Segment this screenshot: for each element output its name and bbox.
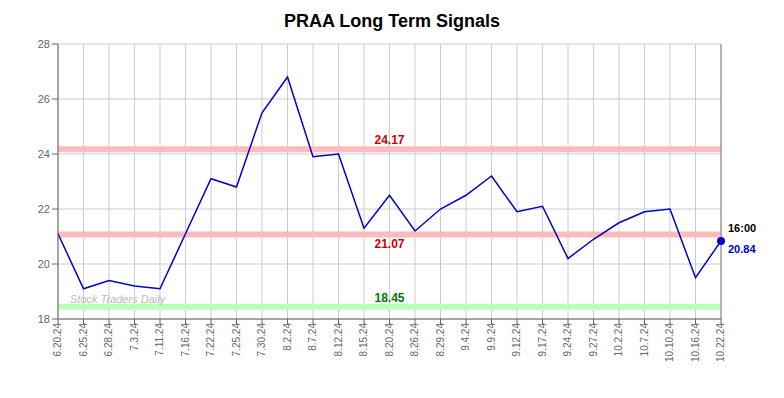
- svg-text:28: 28: [38, 38, 50, 50]
- svg-text:9.4.24: 9.4.24: [460, 323, 471, 351]
- svg-text:7.22.24: 7.22.24: [205, 323, 216, 357]
- svg-text:18: 18: [38, 313, 50, 325]
- svg-text:24: 24: [38, 148, 50, 160]
- svg-text:9.9.24: 9.9.24: [486, 323, 497, 351]
- svg-text:7.16.24: 7.16.24: [180, 323, 191, 357]
- svg-text:10.22.24: 10.22.24: [715, 323, 726, 362]
- svg-text:8.26.24: 8.26.24: [409, 323, 420, 357]
- svg-text:22: 22: [38, 203, 50, 215]
- svg-text:7.30.24: 7.30.24: [256, 323, 267, 357]
- svg-text:6.28.24: 6.28.24: [103, 323, 114, 357]
- svg-text:8.20.24: 8.20.24: [384, 323, 395, 357]
- svg-text:18.45: 18.45: [374, 291, 404, 305]
- svg-text:9.27.24: 9.27.24: [588, 323, 599, 357]
- svg-text:10.7.24: 10.7.24: [639, 323, 650, 357]
- svg-text:9.17.24: 9.17.24: [537, 323, 548, 357]
- svg-text:6.20.24: 6.20.24: [52, 323, 63, 357]
- svg-text:8.29.24: 8.29.24: [435, 323, 446, 357]
- svg-text:8.2.24: 8.2.24: [282, 323, 293, 351]
- svg-text:9.12.24: 9.12.24: [511, 323, 522, 357]
- svg-text:21.07: 21.07: [374, 237, 404, 251]
- svg-text:8.7.24: 8.7.24: [307, 323, 318, 351]
- svg-text:26: 26: [38, 93, 50, 105]
- svg-text:20: 20: [38, 258, 50, 270]
- svg-text:7.11.24: 7.11.24: [154, 323, 165, 356]
- svg-text:10.10.24: 10.10.24: [664, 323, 675, 362]
- html-text:PRAA Long Term Signals: PRAA Long Term Signals: [284, 11, 500, 31]
- svg-text:20.84: 20.84: [728, 243, 756, 255]
- svg-text:10.16.24: 10.16.24: [690, 323, 701, 362]
- svg-text:10.2.24: 10.2.24: [613, 323, 624, 357]
- svg-text:8.15.24: 8.15.24: [358, 323, 369, 357]
- svg-text:9.24.24: 9.24.24: [562, 323, 573, 357]
- svg-text:24.17: 24.17: [374, 133, 404, 147]
- svg-text:7.3.24: 7.3.24: [129, 323, 140, 351]
- svg-text:6.25.24: 6.25.24: [78, 323, 89, 357]
- svg-text:16:00: 16:00: [728, 222, 756, 234]
- svg-text:7.25.24: 7.25.24: [231, 323, 242, 357]
- html-text:Stock Traders Daily: Stock Traders Daily: [70, 293, 166, 305]
- svg-text:8.12.24: 8.12.24: [333, 323, 344, 357]
